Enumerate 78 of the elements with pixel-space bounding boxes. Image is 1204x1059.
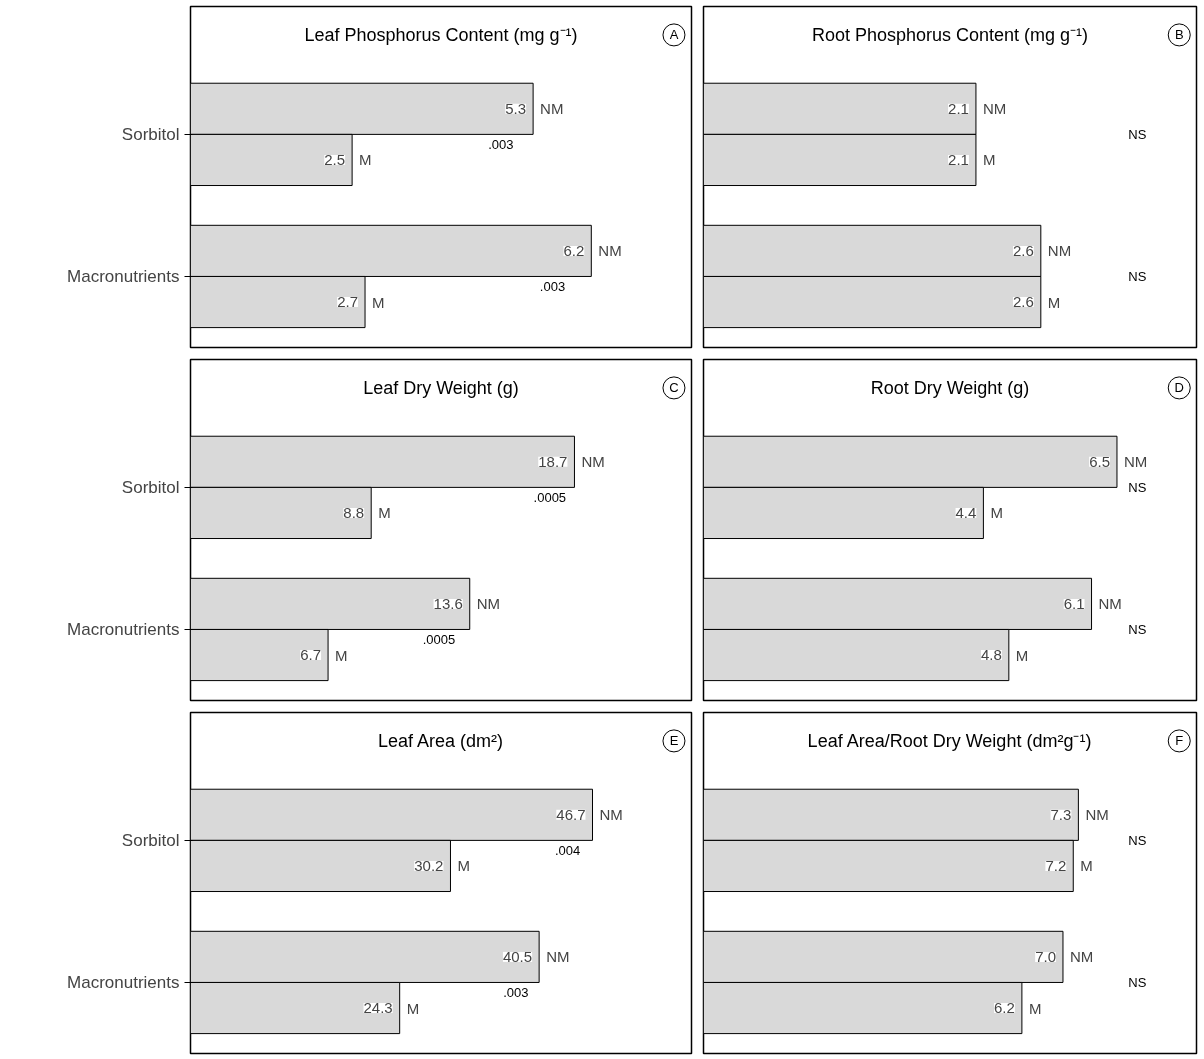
annotation: .0005 xyxy=(422,631,456,647)
data-label: 4.8 xyxy=(980,646,1002,664)
data-label: 6.5 xyxy=(1089,452,1110,470)
text: M xyxy=(1028,999,1042,1017)
data-label: 2.1 xyxy=(948,99,969,117)
series-label: NM xyxy=(1123,453,1148,471)
series-label: NM xyxy=(540,100,564,118)
annotation: E xyxy=(669,733,679,749)
text: M xyxy=(1015,646,1029,664)
text: Leaf Dry Weight (g) xyxy=(363,377,519,398)
text: M xyxy=(372,293,385,311)
annotation: NS xyxy=(1128,832,1147,848)
annotation: D xyxy=(1174,380,1184,396)
y-tick-label: Macronutrients xyxy=(67,266,180,286)
data-label: 6.2 xyxy=(563,241,585,259)
annotation: .003 xyxy=(488,136,514,152)
data-label: 6.1 xyxy=(1063,594,1085,612)
annotation: .0005 xyxy=(533,489,567,505)
data-label: 2.7 xyxy=(337,293,359,311)
text: Leaf Phosphorus Content (mg g⁻¹) xyxy=(304,24,578,45)
text: Root Dry Weight (g) xyxy=(870,377,1030,398)
series-label: M xyxy=(982,151,996,169)
text: NM xyxy=(546,948,570,966)
series-label: NM xyxy=(599,806,623,824)
data-label: 4.4 xyxy=(955,503,977,521)
series-label: M xyxy=(359,151,372,169)
data-label: 7.3 xyxy=(1050,805,1072,823)
y-tick-label: Sorbitol xyxy=(121,124,180,144)
annotation: C xyxy=(669,380,679,396)
series-label: NM xyxy=(581,453,605,471)
data-label: 46.7 xyxy=(556,805,586,823)
data-label: 6.7 xyxy=(300,646,322,664)
text: NM xyxy=(1047,242,1072,260)
y-tick-label: Sorbitol xyxy=(121,477,180,497)
data-label: 13.6 xyxy=(433,594,463,612)
text: M xyxy=(1047,293,1061,311)
text: NM xyxy=(1098,595,1122,613)
annotation: NS xyxy=(1128,126,1147,142)
text: Leaf Area (dm²) xyxy=(377,730,504,751)
data-label: 7.0 xyxy=(1035,947,1056,965)
data-label: 2.5 xyxy=(324,150,346,168)
text: NM xyxy=(476,595,501,613)
y-tick-label: Macronutrients xyxy=(67,972,180,992)
annotation: NS xyxy=(1128,479,1147,495)
data-label: 30.2 xyxy=(414,856,444,874)
annotation: NS xyxy=(1128,621,1147,637)
data-label: 8.8 xyxy=(343,503,365,521)
data-label: 24.3 xyxy=(363,999,393,1017)
series-label: M xyxy=(457,857,470,875)
annotation: .003 xyxy=(539,278,566,294)
series-label: NM xyxy=(1085,806,1109,824)
text: NM xyxy=(1069,948,1094,966)
annotation: .004 xyxy=(554,842,581,858)
data-label: 6.2 xyxy=(994,999,1015,1017)
data-label: 18.7 xyxy=(538,452,568,470)
data-label: 2.6 xyxy=(1012,241,1034,259)
series-label: NM xyxy=(982,100,1007,118)
data-label: 2.1 xyxy=(948,150,969,168)
text: NM xyxy=(598,242,622,260)
text: M xyxy=(406,999,420,1017)
annotation: A xyxy=(669,27,679,43)
text: Root Phosphorus Content (mg g⁻¹) xyxy=(811,24,1089,45)
annotation: NS xyxy=(1128,974,1147,990)
series-label: M xyxy=(990,504,1003,522)
y-tick-label: Macronutrients xyxy=(67,619,180,639)
data-label: 7.2 xyxy=(1045,856,1067,874)
data-label: 5.3 xyxy=(505,99,527,117)
text: Leaf Area/Root Dry Weight (dm²g⁻¹) xyxy=(807,730,1092,751)
annotation: B xyxy=(1174,27,1184,43)
data-label: 40.5 xyxy=(502,947,533,965)
annotation: F xyxy=(1175,733,1184,749)
annotation: NS xyxy=(1128,268,1147,284)
series-label: M xyxy=(1080,857,1093,875)
data-label: 2.6 xyxy=(1012,293,1034,311)
annotation: .003 xyxy=(503,984,529,1000)
y-tick-label: Sorbitol xyxy=(121,830,180,850)
series-label: M xyxy=(378,504,391,522)
text: M xyxy=(335,646,348,664)
